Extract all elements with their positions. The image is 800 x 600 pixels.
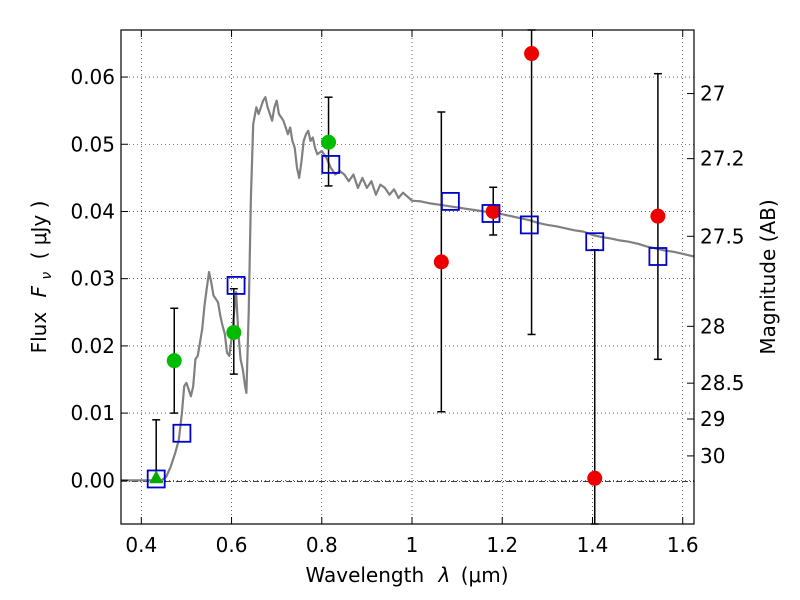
model-point bbox=[172, 423, 192, 443]
model-points bbox=[146, 155, 668, 489]
model-point bbox=[146, 469, 166, 489]
y-tick-label: 0.05 bbox=[70, 132, 115, 156]
grid bbox=[121, 30, 694, 524]
y-tick-label: 0.02 bbox=[70, 334, 115, 358]
y-axis-ticks: 0.00 0.01 0.02 0.03 0.04 0.05 0.06 bbox=[70, 65, 128, 492]
magnitude-tick-label: 30 bbox=[700, 444, 725, 468]
observed-point bbox=[524, 46, 540, 62]
magnitude-axis-label: Magnitude (AB) bbox=[756, 199, 780, 354]
x-axis-ticks: 0.4 0.6 0.8 1 1.2 1.4 1.6 bbox=[125, 30, 699, 557]
x-axis-label: Wavelength λ (μm) bbox=[305, 563, 508, 587]
y-tick-label: 0.06 bbox=[70, 65, 115, 89]
y-tick-label: 0.01 bbox=[70, 401, 115, 425]
magnitude-tick-label: 27.5 bbox=[700, 224, 745, 248]
model-point bbox=[585, 232, 605, 252]
magnitude-tick-label: 27.2 bbox=[700, 147, 745, 171]
y-axis-label: Flux F ν ( μJy ) bbox=[27, 201, 56, 354]
y-tick-label: 0.04 bbox=[70, 199, 115, 223]
magnitude-axis-ticks: 27 27.2 27.5 28 28.5 29 30 bbox=[687, 82, 745, 468]
observed-point bbox=[485, 203, 501, 219]
magnitude-tick-label: 28.5 bbox=[700, 371, 745, 395]
plot-frame bbox=[120, 29, 695, 525]
magnitude-tick-label: 27 bbox=[700, 82, 725, 106]
magnitude-tick-label: 28 bbox=[700, 314, 725, 338]
x-tick-label: 0.4 bbox=[125, 533, 157, 557]
model-point bbox=[481, 204, 501, 223]
model-point bbox=[226, 276, 246, 295]
x-tick-label: 0.8 bbox=[306, 533, 338, 557]
model-point bbox=[440, 191, 460, 211]
observed-point bbox=[166, 353, 182, 369]
x-tick-label: 0.6 bbox=[216, 533, 248, 557]
model-point bbox=[648, 247, 668, 266]
observed-point bbox=[587, 470, 603, 486]
observed-point bbox=[433, 254, 449, 270]
observed-point bbox=[149, 470, 164, 484]
x-tick-label: 1.6 bbox=[667, 533, 699, 557]
x-tick-label: 1.2 bbox=[486, 533, 518, 557]
y-tick-label: 0.00 bbox=[70, 468, 115, 492]
observed-points bbox=[149, 46, 666, 486]
spectrum-line bbox=[121, 96, 695, 482]
magnitude-tick-label: 29 bbox=[700, 407, 725, 431]
model-point bbox=[321, 155, 341, 174]
observed-point bbox=[321, 134, 337, 150]
observed-point bbox=[650, 208, 666, 224]
model-spectrum bbox=[121, 96, 695, 482]
x-tick-label: 1 bbox=[406, 533, 419, 557]
y-tick-label: 0.03 bbox=[70, 267, 115, 291]
model-point bbox=[519, 215, 539, 235]
x-tick-label: 1.4 bbox=[577, 533, 609, 557]
observed-point bbox=[226, 324, 242, 340]
